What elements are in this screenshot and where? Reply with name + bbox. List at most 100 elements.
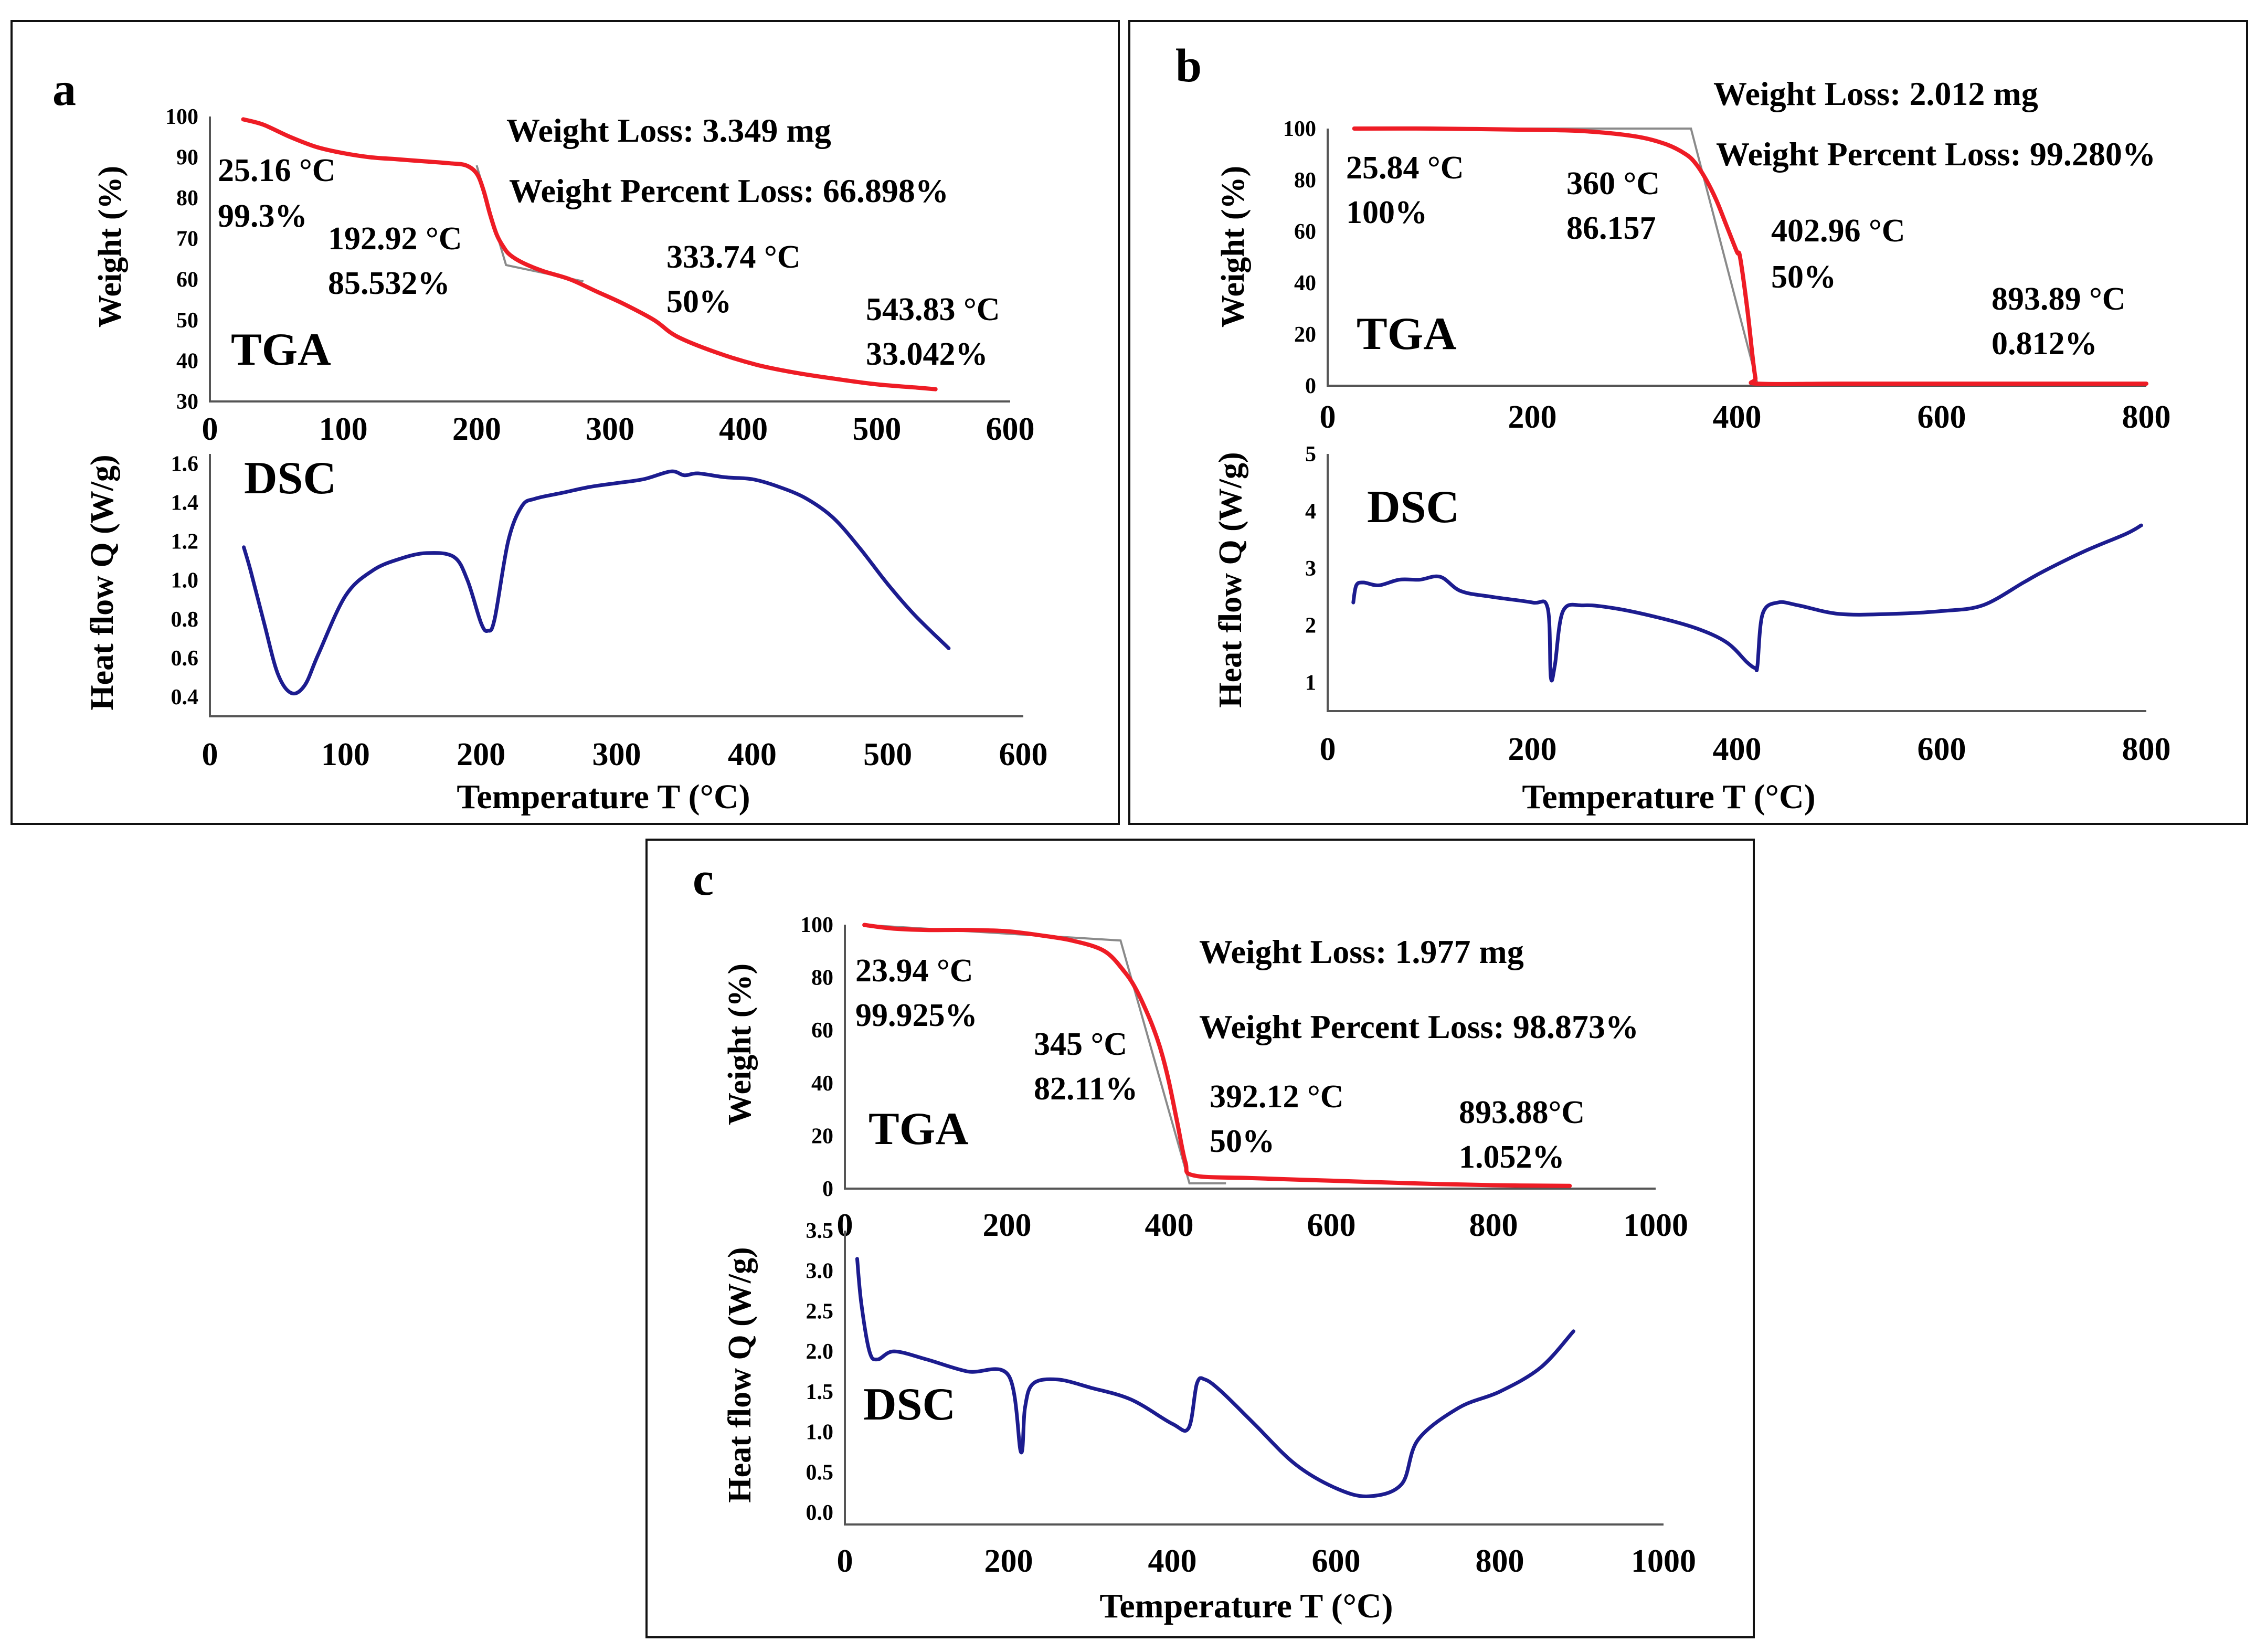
panel-a-tga-y-tick: 40 bbox=[176, 349, 198, 373]
panel-a-tga-ylabel: Weight (%) bbox=[92, 166, 128, 327]
panel-a-dsc-y-tick: 1.0 bbox=[171, 569, 199, 593]
panel-c-tga-y-tick: 80 bbox=[811, 966, 833, 990]
panel-a-xlabel: Temperature T (°C) bbox=[457, 778, 750, 816]
panel-b-tga-y-tick: 60 bbox=[1294, 220, 1316, 244]
panel-c-ann-2-value: 82.11% bbox=[1034, 1071, 1138, 1107]
panel-c-tga-x-tick: 1000 bbox=[1623, 1208, 1688, 1243]
panel-b-ann-3-value: 50% bbox=[1771, 259, 1836, 295]
panel-b-xlabel: Temperature T (°C) bbox=[1522, 778, 1815, 816]
panel-c-dsc-y-tick: 1.0 bbox=[806, 1421, 834, 1445]
panel-c-dsc-y-tick-labels: 0.0 0.5 1.0 1.5 2.0 2.5 3.0 3.5 bbox=[806, 1219, 834, 1525]
panel-b-dsc-x-tick: 600 bbox=[1918, 732, 1966, 767]
panel-b-dsc-y-tick-labels: 1 2 3 4 5 bbox=[1305, 442, 1316, 695]
panel-c-dsc-y-tick: 1.5 bbox=[806, 1380, 834, 1404]
panel-c-dsc-y-tick: 2.0 bbox=[806, 1340, 834, 1364]
panel-a-ann-4-value: 33.042% bbox=[866, 336, 988, 372]
panel-b-frame bbox=[1128, 20, 2248, 825]
panel-c-tga-y-tick: 100 bbox=[800, 913, 833, 937]
panel-b-ann-4-temp: 893.89 °C bbox=[1992, 281, 2126, 317]
panel-c-tga-x-tick: 600 bbox=[1307, 1208, 1356, 1243]
panel-b-ann-2-temp: 360 °C bbox=[1566, 166, 1660, 202]
panel-c-ann-2-temp: 345 °C bbox=[1034, 1026, 1127, 1062]
panel-b-dsc-curve bbox=[1351, 523, 2143, 683]
panel-c-tga-y-tick: 20 bbox=[811, 1124, 833, 1148]
panel-a-tga-y-tick: 30 bbox=[176, 390, 198, 414]
panel-a-dsc-axes bbox=[209, 454, 1023, 717]
panel-a-dsc-plot: 0.4 0.6 0.8 1.0 1.2 1.4 1.6 0 100 200 300 400 500 60… bbox=[84, 452, 1048, 772]
panel-a-ann-4-temp: 543.83 °C bbox=[866, 292, 1000, 327]
panel-c-tga-x-tick: 200 bbox=[983, 1208, 1032, 1243]
panel-a-tga-y-tick: 60 bbox=[176, 268, 198, 292]
panel-b-tga-y-tick: 0 bbox=[1305, 374, 1316, 398]
panel-c-tga-x-tick: 400 bbox=[1145, 1208, 1194, 1243]
panel-a-dsc-y-tick: 1.4 bbox=[171, 491, 199, 515]
panel-b-tga-curve bbox=[1352, 126, 2148, 386]
panel-c-dsc-axes bbox=[844, 1231, 1664, 1526]
panel-a-dsc-x-tick: 200 bbox=[457, 737, 505, 772]
panel-c-xlabel: Temperature T (°C) bbox=[1099, 1587, 1393, 1625]
panel-a-tga-curve bbox=[241, 117, 938, 391]
panel-b-ann-1-temp: 25.84 °C bbox=[1346, 150, 1464, 186]
panel-c-tga-tangent-line bbox=[864, 924, 1226, 1184]
panel-c-dsc-x-tick: 200 bbox=[984, 1543, 1033, 1579]
panel-b-tga-y-tick: 20 bbox=[1294, 323, 1316, 347]
panel-a-tga-y-tick: 70 bbox=[176, 227, 198, 251]
panel-b-dsc-y-tick: 5 bbox=[1305, 442, 1316, 467]
panel-a-tga-axes bbox=[209, 117, 1010, 403]
panel-c: c 0 20 40 60 80 100 0 200 400 600 800 1000 Weight … bbox=[645, 839, 1755, 1638]
panel-b-dsc-y-tick: 3 bbox=[1305, 557, 1316, 581]
panel-b-tga-x-tick: 400 bbox=[1713, 399, 1762, 435]
panel-b-tga-y-tick-labels: 0 20 40 60 80 100 bbox=[1283, 117, 1316, 398]
panel-a-dsc-x-tick: 0 bbox=[202, 737, 218, 772]
panel-b-ann-4-value: 0.812% bbox=[1992, 326, 2098, 362]
panel-a-tga-y-tick: 100 bbox=[165, 105, 198, 129]
panel-a-ann-3-value: 50% bbox=[666, 284, 732, 320]
panel-a-dsc-y-tick: 1.6 bbox=[171, 452, 199, 476]
panel-c-weight-percent-loss: Weight Percent Loss: 98.873% bbox=[1199, 1008, 1639, 1045]
panel-b-ann-3-temp: 402.96 °C bbox=[1771, 213, 1905, 249]
panel-c-tga-curve bbox=[862, 923, 1572, 1188]
panel-a-weight-loss: Weight Loss: 3.349 mg bbox=[506, 112, 831, 149]
panel-b-label: b bbox=[1175, 40, 1202, 92]
panel-c-label: c bbox=[693, 853, 714, 905]
panel-c-dsc-ylabel: Heat flow Q (W/g) bbox=[722, 1247, 758, 1502]
panel-a-dsc-x-tick: 400 bbox=[728, 737, 777, 772]
panel-b-dsc-y-tick: 4 bbox=[1305, 500, 1316, 524]
panel-a-tga-x-tick: 200 bbox=[452, 411, 501, 447]
panel-c-tga-y-tick: 60 bbox=[811, 1019, 833, 1043]
panel-b-dsc-x-tick: 200 bbox=[1508, 732, 1557, 767]
panel-b-tga-x-tick: 800 bbox=[2122, 399, 2171, 435]
panel-a-dsc-x-tick: 300 bbox=[592, 737, 641, 772]
panel-a-dsc-label: DSC bbox=[244, 453, 336, 504]
panel-c-tga-y-tick-labels: 0 20 40 60 80 100 bbox=[800, 913, 833, 1201]
panel-b-tga-x-tick-labels: 0 200 400 600 800 bbox=[1320, 399, 2171, 435]
panel-a-dsc-y-tick: 0.4 bbox=[171, 685, 199, 709]
panel-b-dsc-label: DSC bbox=[1367, 482, 1459, 533]
panel-a-frame bbox=[10, 20, 1120, 825]
panel-c-dsc-curve bbox=[855, 1257, 1575, 1498]
panel-c-ann-1-temp: 23.94 °C bbox=[855, 953, 973, 989]
panel-a-ann-2-value: 85.532% bbox=[328, 266, 450, 301]
panel-a-dsc-curve bbox=[242, 469, 951, 696]
panel-c-tga-x-tick-labels: 0 200 400 600 800 1000 bbox=[837, 1208, 1689, 1243]
panel-c-ann-4-value: 1.052% bbox=[1459, 1139, 1565, 1175]
panel-b-weight-loss: Weight Loss: 2.012 mg bbox=[1713, 75, 2038, 112]
panel-c-dsc-x-tick: 400 bbox=[1148, 1543, 1197, 1579]
panel-a-tga-y-tick: 80 bbox=[176, 186, 198, 210]
panel-a-tga-x-tick: 100 bbox=[319, 411, 368, 447]
panel-b-tga-plot: 0 20 40 60 80 100 0 200 400 600 800 Weight (%) TG… bbox=[1215, 75, 2171, 435]
panel-a-tga-x-tick: 300 bbox=[586, 411, 634, 447]
panel-a-ann-1-temp: 25.16 °C bbox=[218, 153, 336, 188]
panel-a-tga-x-tick: 0 bbox=[202, 411, 218, 447]
panel-c-ann-4-temp: 893.88°C bbox=[1459, 1095, 1585, 1130]
panel-a: a 30 40 50 60 70 80 90 100 0 100 200 300 400 500 600 … bbox=[10, 20, 1120, 825]
panel-a-tga-x-tick: 400 bbox=[719, 411, 768, 447]
panel-a-ann-1-value: 99.3% bbox=[218, 198, 308, 234]
panel-a-dsc-x-tick: 100 bbox=[321, 737, 370, 772]
panel-c-dsc-plot: 0.0 0.5 1.0 1.5 2.0 2.5 3.0 3.5 0 200 400 600 800 10… bbox=[722, 1219, 1696, 1579]
panel-a-tga-label: TGA bbox=[231, 324, 331, 375]
panel-c-frame bbox=[645, 839, 1755, 1638]
panel-b-tga-x-tick: 0 bbox=[1320, 399, 1336, 435]
panel-c-tga-x-tick: 800 bbox=[1469, 1208, 1518, 1243]
panel-b-dsc-x-tick: 0 bbox=[1320, 732, 1336, 767]
